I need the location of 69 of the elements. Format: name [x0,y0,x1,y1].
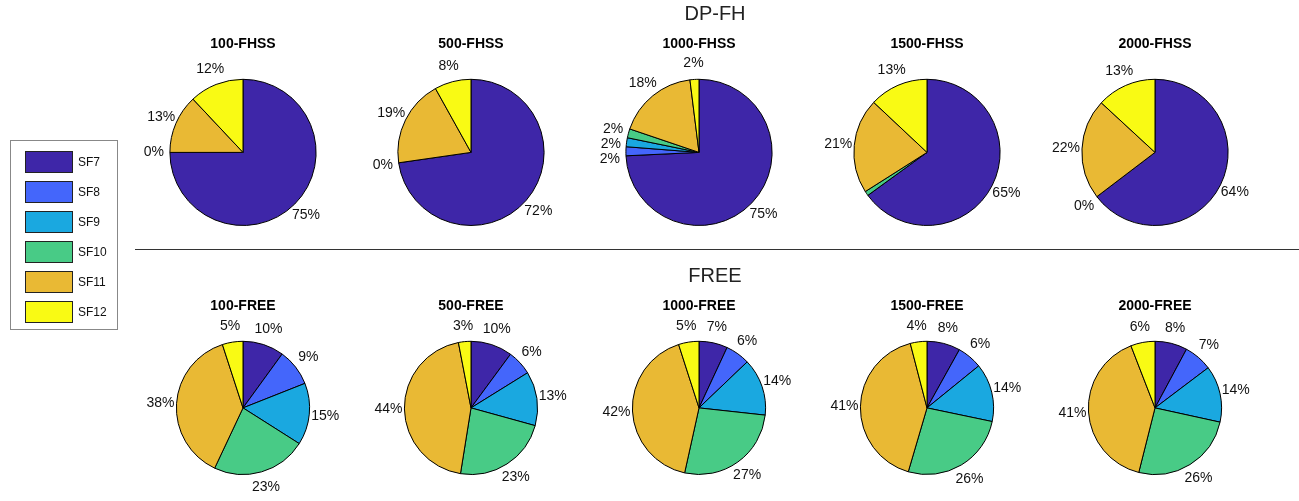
data-label: 21% [824,134,853,151]
chart-title: 1000-FREE [662,297,736,314]
data-label: 64% [1220,182,1249,199]
data-label: 7% [706,318,727,335]
data-label: 2% [683,54,704,71]
legend-label: SF8 [78,185,101,199]
data-label: 2% [599,149,621,166]
data-label: 8% [438,57,459,74]
data-label: 6% [737,331,758,348]
data-label: 3% [453,316,474,333]
legend-label: SF10 [78,245,107,259]
data-label: 13% [877,61,906,78]
chart-title: 2000-FREE [1118,297,1192,314]
chart-title: 500-FHSS [438,35,504,52]
text: FREE [688,264,742,287]
data-label: 7% [1198,336,1219,353]
text: 0% [372,155,393,172]
chart-title: 1500-FHSS [890,35,964,52]
legend-label: SF9 [78,215,101,229]
chart-title: 500-FREE [438,297,504,314]
chart-title: 100-FREE [210,297,276,314]
data-label: 19% [377,103,406,120]
data-label: 13% [1105,61,1134,78]
data-label: 75% [749,204,778,221]
data-label: 41% [830,397,859,414]
text: 0% [143,143,165,160]
data-label: 14% [993,379,1022,396]
text: 0% [1073,197,1095,214]
data-label: 2% [600,134,621,151]
chart-title: 1500-FREE [890,297,964,314]
legend-label: SF11 [78,275,106,289]
data-label: 18% [628,74,657,91]
data-label: 6% [969,335,991,352]
data-label: 6% [1129,317,1150,334]
chart-title: 2000-FHSS [1118,35,1192,52]
data-label: 9% [298,348,319,365]
data-label: 5% [676,317,697,334]
data-label: 38% [146,393,175,410]
data-label: 4% [906,316,927,333]
data-label: 26% [955,469,984,486]
data-label: 26% [1184,468,1213,485]
text: DP-FH [684,2,746,25]
chart-title: 100-FHSS [210,35,276,52]
data-label: 41% [1058,403,1087,420]
data-label: 8% [1165,318,1186,335]
data-label: 22% [1051,139,1081,156]
data-label: 2% [602,119,624,136]
data-label: 13% [147,107,176,124]
chart-title: 1000-FHSS [662,35,736,52]
data-label: 14% [1221,381,1250,398]
data-label: 15% [311,406,340,423]
legend-label: SF12 [78,305,107,319]
data-label: 42% [602,402,631,419]
data-label: 5% [219,317,241,334]
data-label: 44% [374,400,403,417]
data-label: 12% [196,60,225,77]
data-label: 23% [501,468,530,485]
data-label: 75% [291,206,321,223]
data-label: 10% [482,320,511,337]
data-label: 23% [252,478,281,495]
data-label: 65% [992,183,1021,200]
data-label: 10% [254,320,283,337]
legend-label: SF7 [78,155,101,169]
data-label: 6% [521,342,542,359]
data-label: 14% [763,372,792,389]
data-label: 13% [538,387,567,403]
data-label: 8% [937,318,958,335]
data-label: 72% [524,201,553,218]
data-label: 27% [733,465,762,482]
